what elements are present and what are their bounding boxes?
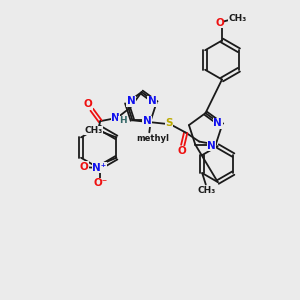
- Text: CH₃: CH₃: [85, 126, 103, 135]
- Text: N: N: [148, 96, 157, 106]
- Text: S: S: [166, 118, 173, 128]
- Text: CH₃: CH₃: [229, 14, 247, 23]
- Text: O: O: [80, 162, 88, 172]
- Text: N: N: [111, 112, 120, 123]
- Text: methyl: methyl: [136, 134, 169, 143]
- Text: O⁻: O⁻: [93, 178, 107, 188]
- Text: N: N: [214, 118, 222, 128]
- Text: N: N: [207, 141, 216, 151]
- Text: O: O: [84, 99, 93, 110]
- Text: H: H: [119, 116, 127, 125]
- Text: N: N: [127, 96, 135, 106]
- Text: O: O: [215, 17, 224, 28]
- Text: CH₃: CH₃: [198, 186, 216, 195]
- Text: O: O: [178, 146, 187, 156]
- Text: N: N: [142, 116, 151, 126]
- Text: N⁺: N⁺: [92, 163, 107, 173]
